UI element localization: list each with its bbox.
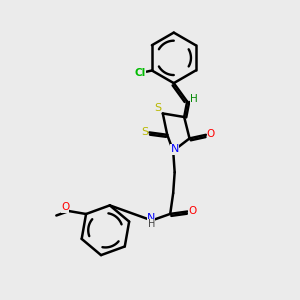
Text: O: O <box>188 206 196 216</box>
Text: H: H <box>148 219 155 229</box>
Text: S: S <box>141 128 148 137</box>
Text: N: N <box>147 213 155 223</box>
Text: H: H <box>190 94 198 104</box>
Text: O: O <box>61 202 69 212</box>
Text: S: S <box>154 103 161 113</box>
Text: O: O <box>207 129 215 139</box>
Text: N: N <box>170 144 179 154</box>
Text: Cl: Cl <box>135 68 146 78</box>
